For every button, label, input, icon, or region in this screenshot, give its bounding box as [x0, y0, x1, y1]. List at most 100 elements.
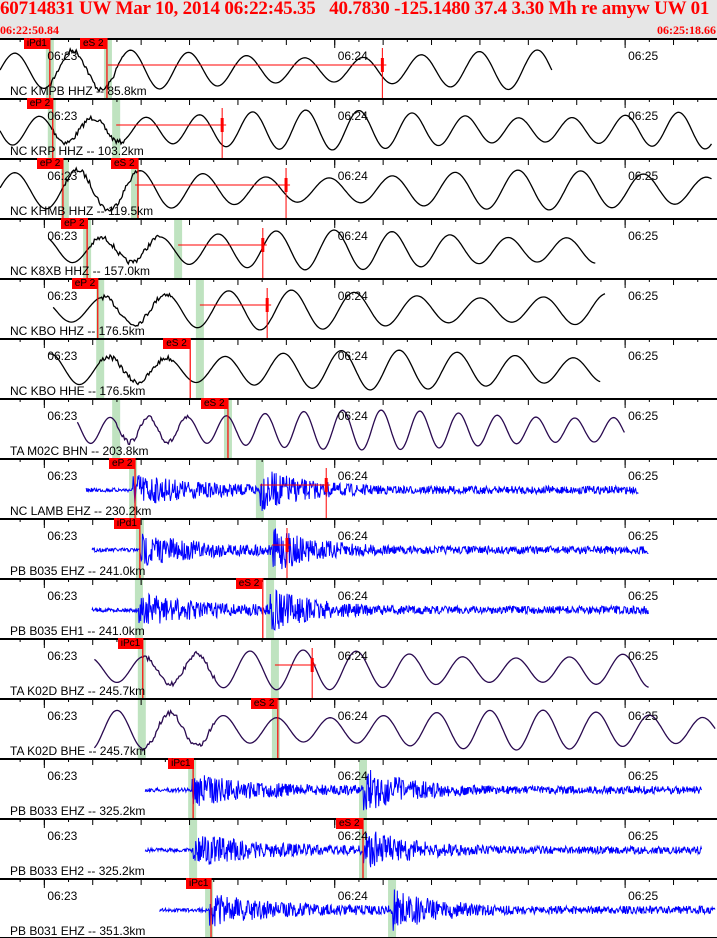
waveform — [91, 528, 649, 570]
time-tick-label: 06:25 — [628, 589, 659, 603]
waveform — [144, 769, 703, 811]
time-tick-label: 06:25 — [628, 289, 659, 303]
time-tick-label: 06:23 — [47, 829, 78, 843]
trace-panel[interactable]: 06:23 06:24 06:25 eP 2 NC LAMB EHZ -- 230.2k… — [0, 458, 717, 518]
time-tick-label: 06:23 — [47, 649, 78, 663]
station-label: PB B035 EHZ -- 241.0km — [10, 564, 146, 578]
phase-pick-label[interactable]: eS 2 — [235, 578, 263, 589]
time-tick-label: 06:23 — [47, 709, 78, 723]
trace-panel[interactable]: 06:23 06:24 06:25 eS 2 PB B035 EH1 -- 241.0k… — [0, 578, 717, 638]
phase-window — [205, 878, 214, 938]
station-label: NC K8XB HHZ -- 157.0km — [10, 264, 151, 278]
time-tick-label: 06:25 — [628, 709, 659, 723]
phase-window — [96, 338, 105, 398]
amplitude-marker-bar — [220, 118, 224, 132]
trace-panel[interactable]: 06:23 06:24 06:25 eP 2 NC KRP HHZ -- 103.2km — [0, 98, 717, 158]
phase-pick-label[interactable]: iPc1 — [186, 878, 212, 889]
time-tick-label: 06:23 — [47, 409, 78, 423]
end-time: 06:25:18.66 — [657, 23, 716, 37]
trace-panel[interactable]: 06:23 06:24 06:25 eS 2 TA K02D BHE -- 245.7k… — [0, 698, 717, 758]
station-label: TA M02C BHN -- 203.8km — [10, 444, 149, 458]
time-tick-label: 06:25 — [628, 649, 659, 663]
time-tick-label: 06:24 — [337, 409, 368, 423]
time-tick-label: 06:25 — [628, 889, 659, 903]
trace-plot — [0, 218, 717, 278]
phase-window — [195, 338, 204, 398]
trace-panel[interactable]: 06:23 06:24 06:25 eS 2 NC KBO HHE -- 176.5km — [0, 338, 717, 398]
phase-pick-label[interactable]: eS 2 — [200, 398, 228, 409]
phase-pick-label[interactable]: eS 2 — [250, 698, 278, 709]
time-tick-label: 06:23 — [47, 109, 78, 123]
phase-window — [255, 458, 264, 518]
amplitude-marker-bar — [285, 538, 289, 552]
waveform — [0, 166, 712, 212]
trace-plot — [0, 698, 717, 758]
time-tick-label: 06:23 — [47, 889, 78, 903]
time-tick-label: 06:23 — [47, 289, 78, 303]
time-tick-label: 06:23 — [47, 589, 78, 603]
trace-panel[interactable]: 06:23 06:24 06:25 eS 2 TA M02C BHN -- 203.8k… — [0, 398, 717, 458]
phase-pick-label[interactable]: eP 2 — [26, 98, 54, 109]
phase-pick-label[interactable]: iPd1 — [113, 518, 140, 529]
trace-panel[interactable]: 06:23 06:24 06:25 eS 2 PB B033 EH2 -- 325.2k… — [0, 818, 717, 878]
phase-pick-label[interactable]: eS 2 — [79, 38, 107, 49]
trace-panel[interactable]: 06:23 06:24 06:25 iPc1 TA K02D BHZ -- 245.7k… — [0, 638, 717, 698]
time-tick-label: 06:24 — [337, 109, 368, 123]
trace-panel[interactable]: 06:23 06:24 06:25 iPd1 PB B035 EHZ -- 241.0k… — [0, 518, 717, 578]
amplitude-marker-bar — [284, 178, 288, 192]
time-tick-label: 06:24 — [337, 709, 368, 723]
phase-pick-label[interactable]: iPc1 — [117, 638, 144, 649]
trace-panel[interactable]: 06:23 06:24 06:25 iPd1 eS 2 NC KMPB HHZ -- 85… — [0, 38, 717, 98]
phase-pick-label[interactable]: eS 2 — [163, 338, 190, 349]
waveform — [76, 409, 625, 451]
time-tick-label: 06:23 — [47, 469, 78, 483]
amplitude-marker-bar — [265, 298, 269, 312]
time-tick-label: 06:25 — [628, 829, 659, 843]
time-tick-label: 06:24 — [337, 769, 368, 783]
trace-panel[interactable]: 06:23 06:24 06:25 iPc1 PB B031 EHZ -- 351.3k… — [0, 878, 717, 938]
amplitude-marker-bar — [310, 658, 314, 672]
time-tick-label: 06:24 — [337, 229, 368, 243]
waveform — [48, 349, 601, 391]
phase-pick-label[interactable]: eP 2 — [61, 218, 88, 229]
station-label: PB B033 EHZ -- 325.2km — [10, 804, 146, 818]
phase-window — [103, 38, 112, 98]
trace-panel[interactable]: 06:23 06:24 06:25 eP 2 eS 2 NC KHMB HHZ -- 11… — [0, 158, 717, 218]
station-label: NC KBO HHE -- 176.5km — [10, 384, 146, 398]
time-tick-label: 06:24 — [337, 649, 368, 663]
waveform — [93, 709, 716, 752]
time-tick-label: 06:25 — [628, 529, 659, 543]
time-tick-label: 06:24 — [337, 289, 368, 303]
phase-pick-label[interactable]: eS 2 — [110, 158, 138, 169]
time-tick-label: 06:25 — [628, 169, 659, 183]
time-tick-label: 06:25 — [628, 349, 659, 363]
time-tick-label: 06:24 — [337, 889, 368, 903]
phase-window — [112, 398, 121, 458]
phase-pick-label[interactable]: iPc1 — [168, 758, 194, 769]
phase-window — [131, 158, 140, 218]
phase-window — [388, 878, 397, 938]
time-tick-label: 06:23 — [47, 229, 78, 243]
phase-pick-label[interactable]: eS 2 — [336, 818, 363, 829]
phase-pick-label[interactable]: eP 2 — [36, 158, 64, 169]
trace-panel[interactable]: 06:23 06:24 06:25 eP 2 NC K8XB HHZ -- 157.0k… — [0, 218, 717, 278]
time-tick-label: 06:24 — [337, 529, 368, 543]
trace-panel[interactable]: 06:23 06:24 06:25 iPc1 PB B033 EHZ -- 325.2k… — [0, 758, 717, 818]
trace-plot — [0, 278, 717, 338]
trace-panel[interactable]: 06:23 06:24 06:25 eP 2 NC KBO HHZ -- 176.5km — [0, 278, 717, 338]
trace-plot — [0, 878, 717, 938]
time-tick-label: 06:24 — [337, 469, 368, 483]
time-tick-label: 06:25 — [628, 769, 659, 783]
amplitude-marker-bar — [324, 478, 328, 492]
phase-pick-label[interactable]: eP 2 — [109, 458, 136, 469]
time-tick-label: 06:24 — [337, 349, 368, 363]
phase-pick-label[interactable]: iPd1 — [23, 38, 50, 49]
station-label: NC LAMB EHZ -- 230.2km — [10, 504, 152, 518]
amplitude-marker-bar — [261, 238, 265, 252]
event-title: 60714831 UW Mar 10, 2014 06:22:45.35 40.… — [0, 0, 717, 19]
phase-window — [137, 698, 146, 758]
phase-pick-label[interactable]: eP 2 — [71, 278, 99, 289]
station-label: NC KRP HHZ -- 103.2km — [10, 144, 144, 158]
time-tick-label: 06:25 — [628, 469, 659, 483]
time-tick-label: 06:25 — [628, 229, 659, 243]
